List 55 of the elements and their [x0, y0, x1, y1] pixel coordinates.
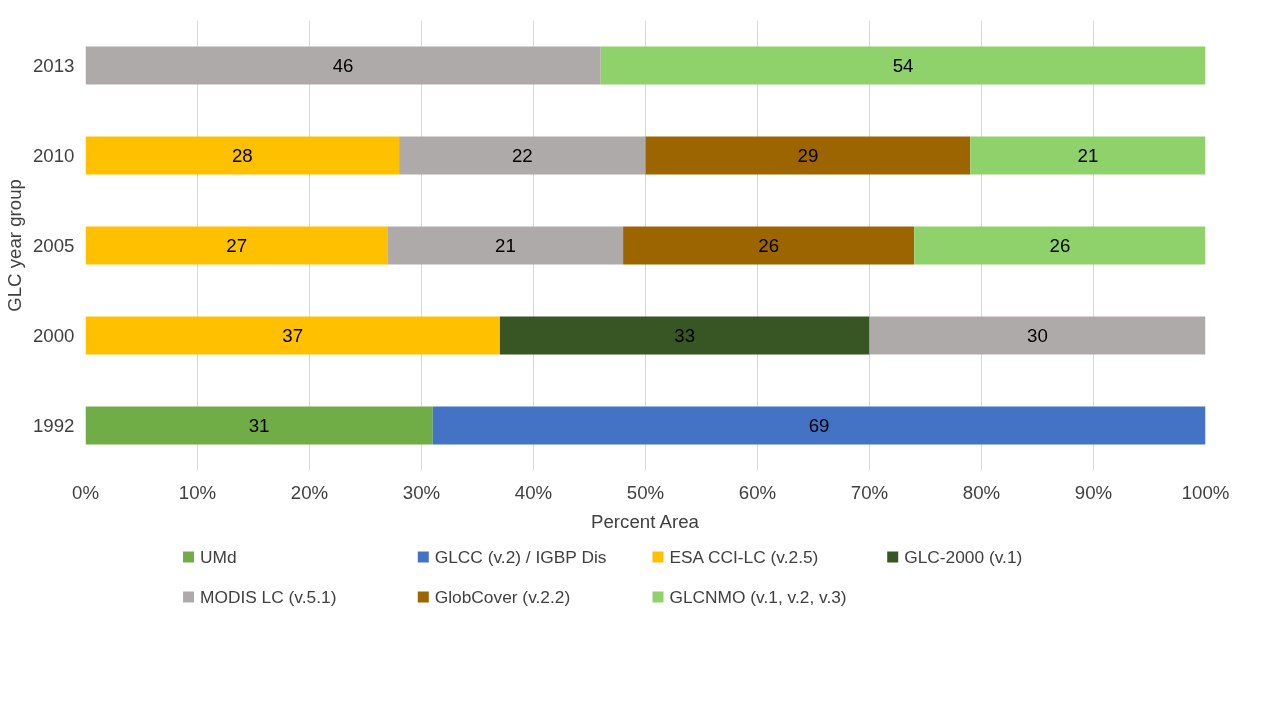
y-tick-label: 2010: [33, 145, 75, 166]
data-label: 26: [758, 235, 780, 256]
data-label: 28: [231, 145, 253, 166]
bar: [645, 136, 971, 175]
x-tick-label: 40%: [514, 481, 553, 503]
y-axis-title: GLC year group: [4, 179, 25, 312]
legend-label: UMd: [200, 546, 237, 567]
data-label: 31: [248, 415, 270, 436]
data-label: 27: [226, 235, 248, 256]
bar: [85, 46, 601, 85]
x-tick-label: 30%: [402, 481, 441, 503]
bar: [970, 136, 1206, 175]
data-label: 26: [1049, 235, 1071, 256]
data-label: 69: [808, 415, 830, 436]
x-tick-label: 0%: [72, 481, 99, 503]
bar: [85, 406, 433, 445]
bar: [914, 226, 1206, 265]
x-tick-label: 60%: [738, 481, 777, 503]
data-label: 33: [674, 325, 696, 346]
bar: [85, 226, 388, 265]
x-tick-label: 90%: [1074, 481, 1113, 503]
data-label: 37: [282, 325, 304, 346]
data-label: 46: [332, 55, 354, 76]
bar: [85, 136, 400, 175]
y-tick-label: 2013: [33, 55, 75, 76]
data-label: 22: [511, 145, 533, 166]
bar: [623, 226, 915, 265]
legend-label: GLC-2000 (v.1): [904, 546, 1023, 567]
x-tick-label: 100%: [1181, 481, 1230, 503]
y-tick-label: 2005: [33, 235, 75, 256]
bar: [399, 136, 646, 175]
x-tick-label: 70%: [850, 481, 889, 503]
x-tick-label: 20%: [290, 481, 329, 503]
legend-label: ESA CCI-LC (v.2.5): [669, 546, 819, 567]
data-label: 54: [892, 55, 914, 76]
x-tick-label: 80%: [962, 481, 1001, 503]
legend-label: GLCNMO (v.1, v.2, v.3): [669, 586, 847, 607]
y-tick-label: 2000: [33, 325, 75, 346]
bar: [387, 226, 624, 265]
x-tick-label: 10%: [178, 481, 217, 503]
legend-label: GlobCover (v.2.2): [434, 586, 571, 607]
x-tick-label: 50%: [626, 481, 665, 503]
data-label: 30: [1027, 325, 1048, 346]
data-label: 21: [495, 235, 516, 256]
bar: [600, 46, 1206, 85]
bar: [85, 316, 500, 355]
x-axis-title: Percent Area: [591, 510, 700, 532]
legend-label: MODIS LC (v.5.1): [200, 586, 337, 607]
data-label: 21: [1077, 145, 1099, 166]
y-tick-label: 1992: [33, 415, 75, 436]
bar: [499, 316, 870, 355]
legend-label: GLCC (v.2) / IGBP Dis: [434, 546, 607, 567]
bar: [869, 316, 1206, 355]
bar: [432, 406, 1206, 445]
data-label: 29: [797, 145, 819, 166]
